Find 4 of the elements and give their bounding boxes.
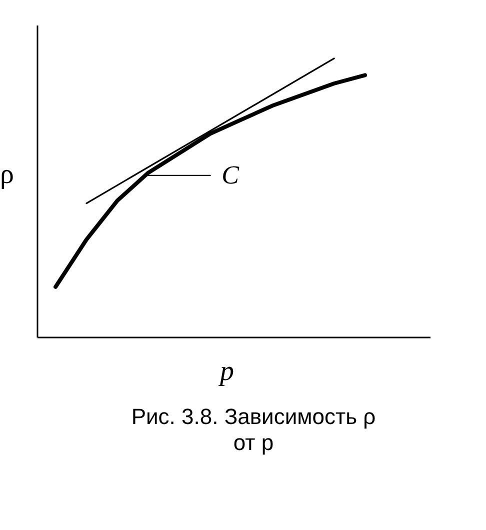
annotation: C xyxy=(222,160,240,190)
text: Рис. 3.8. Зависимость ρ от p xyxy=(131,404,376,455)
y-axis-title: ρ xyxy=(0,159,14,190)
x-axis-title: p xyxy=(218,356,234,387)
